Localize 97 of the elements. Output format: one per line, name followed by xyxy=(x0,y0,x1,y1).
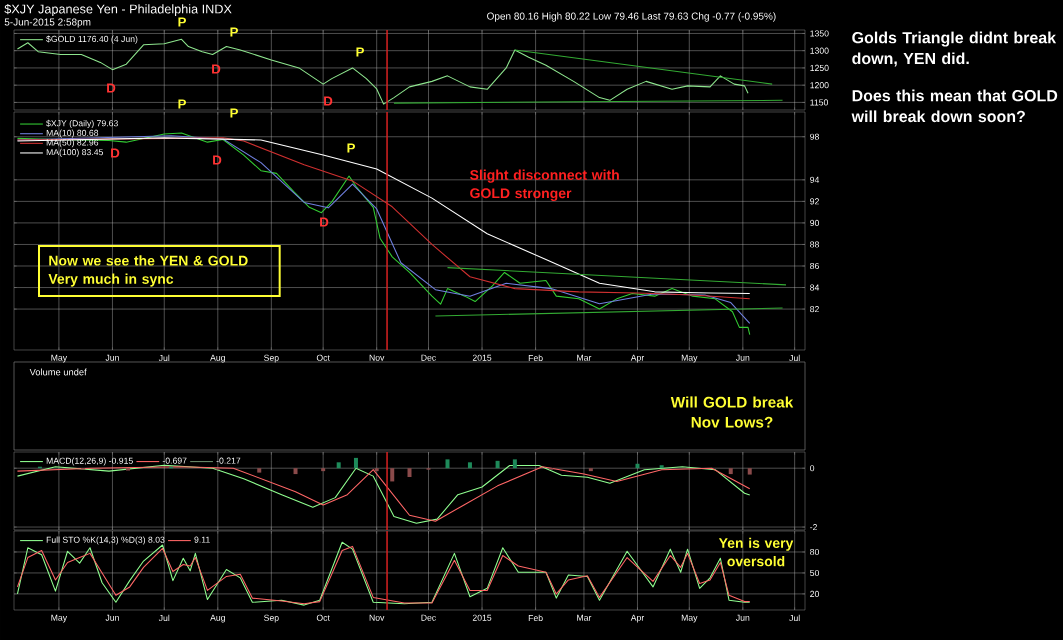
x-tick-label: May xyxy=(681,614,698,623)
legend-label: MA(100) 83.45 xyxy=(46,148,104,157)
y-tick-label: 1350 xyxy=(810,30,829,37)
x-tick-label: Jul xyxy=(789,614,800,622)
x-tick-label: Dec xyxy=(421,354,436,361)
y-tick-label: 92 xyxy=(810,198,819,205)
y-tick-label: 0 xyxy=(810,465,815,472)
y-tick-label: 86 xyxy=(810,262,819,270)
legend-label: 9.11 xyxy=(194,536,210,543)
x-tick-label: Dec xyxy=(421,614,436,621)
x-tick-label: Jun xyxy=(735,614,750,621)
y-tick-label: 20 xyxy=(810,590,820,597)
annotation: P xyxy=(347,143,356,153)
annotation: Yen is very oversold xyxy=(718,537,794,567)
text: Open 80.16 High 80.22 Low 79.46 Last 79.63 Chg -0.77 (-0.95%) xyxy=(487,12,776,22)
y-tick-label: 1300 xyxy=(810,47,829,54)
legend-label: MA(10) 80.68 xyxy=(46,129,99,138)
y-tick-label: 1150 xyxy=(810,99,829,106)
y-tick-label: 1200 xyxy=(810,82,829,89)
bar xyxy=(512,459,517,469)
chart-subtitle: 5-Jun-2015 2:58pm xyxy=(4,18,91,28)
x-tick-label: Apr xyxy=(630,614,645,623)
legend-label: MA(50) 82.96 xyxy=(46,139,99,148)
annotation: Slight disconnect with GOLD stronger xyxy=(470,169,619,201)
x-tick-label: Feb xyxy=(528,614,543,622)
y-tick-label: 1250 xyxy=(810,64,829,71)
bar xyxy=(353,457,358,469)
y-tick-label: 82 xyxy=(810,306,819,313)
series-label: -0.217 xyxy=(216,457,241,464)
x-tick-label: May xyxy=(681,354,698,363)
annotation: D xyxy=(213,155,222,165)
x-tick-label: Sep xyxy=(264,614,279,623)
x-tick-label: Apr xyxy=(630,354,645,363)
bar xyxy=(747,468,752,475)
bar xyxy=(495,460,500,469)
x-tick-label: 2015 xyxy=(472,614,492,621)
x-tick-label: Mar xyxy=(577,354,592,361)
text: P xyxy=(178,17,187,27)
annotation: D xyxy=(324,96,333,106)
bar xyxy=(336,462,341,469)
x-tick-label: May xyxy=(51,614,68,623)
legend-label: MACD(12,26,9) -0.915 xyxy=(46,457,133,466)
x-tick-label: Oct xyxy=(316,614,330,621)
annotation: P xyxy=(230,27,239,37)
annotation: Now we see the YEN & GOLD Very much in sync xyxy=(48,255,248,287)
annotation: P xyxy=(178,99,187,109)
x-tick-label: Jun xyxy=(105,354,119,361)
bar xyxy=(257,468,262,473)
text: Golds Triangle didnt break down, YEN did. xyxy=(852,31,1057,67)
x-tick-label: Feb xyxy=(528,354,543,362)
x-tick-label: Jun xyxy=(735,354,750,361)
bar xyxy=(321,468,326,472)
legend-label: -0.697 xyxy=(162,457,187,464)
x-tick-label: Nov xyxy=(369,354,385,361)
bar xyxy=(390,468,395,482)
x-tick-label: May xyxy=(51,354,68,363)
bar xyxy=(407,468,412,478)
annotation: D xyxy=(111,148,120,158)
text: Volume undef xyxy=(29,368,87,376)
x-tick-label: Mar xyxy=(577,614,592,621)
annotation: D xyxy=(107,83,116,93)
legend-label: $GOLD 1176.40 (4 Jun) xyxy=(46,35,138,44)
y-tick-label: 84 xyxy=(810,284,820,291)
x-tick-label: Oct xyxy=(316,354,330,361)
annotation: D xyxy=(212,64,221,74)
x-tick-label: Nov xyxy=(369,614,385,621)
y-tick-label: 90 xyxy=(810,219,820,226)
legend-label: $XJY (Daily) 79.63 xyxy=(46,119,118,129)
y-tick-label: 98 xyxy=(810,133,819,140)
bar xyxy=(659,465,664,469)
y-tick-label: 94 xyxy=(810,176,820,183)
x-tick-label: Aug xyxy=(210,354,225,363)
y-tick-label: -2 xyxy=(810,524,817,531)
bar xyxy=(374,468,379,472)
annotation: P xyxy=(356,47,365,57)
bar xyxy=(467,462,472,469)
legend-label: Full STO %K(14,3) %D(3) 8.03 xyxy=(46,536,165,545)
y-tick-label: 80 xyxy=(810,548,820,556)
x-tick-label: Sep xyxy=(264,354,279,363)
y-tick-label: 50 xyxy=(810,569,820,577)
annotation: P xyxy=(230,108,239,118)
bar xyxy=(728,468,733,475)
x-tick-label: 2015 xyxy=(472,354,492,361)
x-tick-label: Jul xyxy=(158,354,170,362)
x-tick-label: Jul xyxy=(789,354,800,362)
x-tick-label: Jun xyxy=(105,614,119,621)
text: Does this mean that GOLD will break down soon? xyxy=(851,89,1058,123)
text: Will GOLD break Nov Lows? xyxy=(670,396,794,428)
x-tick-label: Aug xyxy=(210,614,225,623)
chart-title: $XJY Japanese Yen - Philadelphia INDX xyxy=(4,3,232,16)
bar xyxy=(445,459,450,469)
bar xyxy=(125,468,130,471)
annotation: D xyxy=(320,217,329,227)
bar xyxy=(588,468,593,472)
y-tick-label: 88 xyxy=(810,241,819,248)
x-tick-label: Jul xyxy=(158,614,170,622)
bar xyxy=(293,468,298,475)
